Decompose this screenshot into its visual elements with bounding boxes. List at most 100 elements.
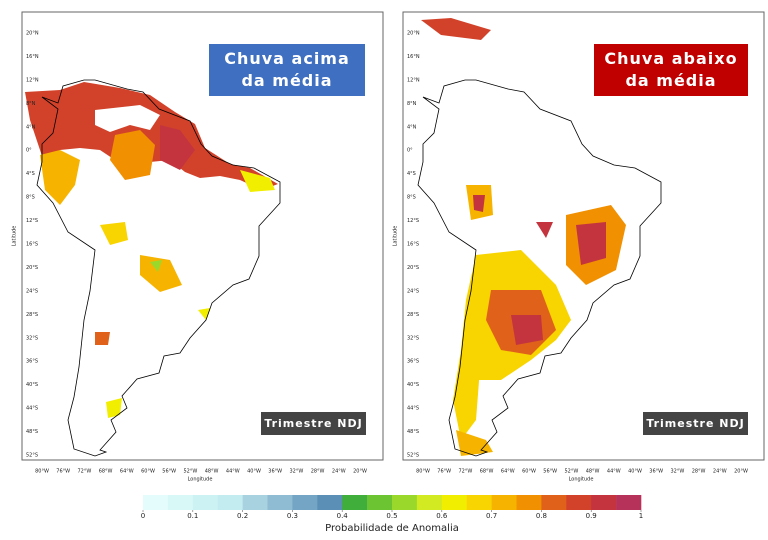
- lon-tick-label: 56°W: [162, 469, 176, 475]
- lat-tick-label: 0°: [407, 148, 413, 154]
- colorbar-tick-label: 0.9: [586, 512, 597, 520]
- lon-tick-label: 36°W: [268, 469, 282, 475]
- lat-tick-label: 4°N: [407, 124, 417, 130]
- colorbar-segment: [516, 495, 542, 510]
- lat-tick-label: 24°S: [407, 288, 419, 294]
- colorbar-label: Probabilidade de Anomalia: [325, 523, 459, 534]
- lon-tick-label: 72°W: [77, 469, 91, 475]
- lat-tick-label: 44°S: [26, 406, 38, 412]
- lat-tick-label: 20°N: [26, 31, 39, 37]
- lon-tick-label: 80°W: [35, 469, 49, 475]
- lon-tick-label: 60°W: [522, 469, 536, 475]
- lon-tick-label: 44°W: [607, 469, 621, 475]
- lat-tick-label: 48°S: [407, 429, 419, 435]
- colorbar-segment: [566, 495, 592, 510]
- lon-tick-label: 28°W: [692, 469, 706, 475]
- colorbar-segment: [616, 495, 642, 510]
- lon-tick-label: 72°W: [458, 469, 472, 475]
- lat-tick-label: 28°S: [26, 312, 38, 318]
- period-label: Trimestre NDJ: [261, 412, 366, 435]
- lon-tick-label: 60°W: [141, 469, 155, 475]
- colorbar-segment: [591, 495, 617, 510]
- lat-tick-label: 32°S: [26, 335, 38, 341]
- lat-tick-label: 36°S: [407, 359, 419, 365]
- period-label: Trimestre NDJ: [643, 412, 748, 435]
- y-axis-label: Latitude: [393, 226, 399, 247]
- lon-tick-label: 32°W: [670, 469, 684, 475]
- lon-tick-label: 68°W: [480, 469, 494, 475]
- colorbar-segment: [441, 495, 467, 510]
- lon-tick-label: 64°W: [501, 469, 515, 475]
- lat-tick-label: 8°S: [26, 195, 35, 201]
- lon-tick-label: 48°W: [586, 469, 600, 475]
- x-axis-label: Longitude: [569, 477, 594, 483]
- lon-tick-label: 36°W: [649, 469, 663, 475]
- colorbar-segment: [317, 495, 343, 510]
- lon-tick-label: 28°W: [311, 469, 325, 475]
- lon-tick-label: 64°W: [120, 469, 134, 475]
- colorbar-tick-label: 0.1: [187, 512, 198, 520]
- colorbar-segment: [416, 495, 443, 510]
- lat-tick-label: 20°N: [407, 31, 420, 37]
- lat-tick-label: 12°N: [26, 77, 39, 83]
- lon-tick-label: 44°W: [226, 469, 240, 475]
- lat-tick-label: 12°S: [407, 218, 419, 224]
- x-axis-label: Longitude: [188, 477, 213, 483]
- colorbar-tick-label: 0.4: [337, 512, 349, 520]
- lon-tick-label: 24°W: [713, 469, 727, 475]
- lat-tick-label: 40°S: [26, 382, 38, 388]
- lat-tick-label: 12°N: [407, 77, 420, 83]
- lat-tick-label: 28°S: [407, 312, 419, 318]
- lon-tick-label: 76°W: [56, 469, 70, 475]
- lat-tick-label: 20°S: [26, 265, 38, 271]
- lat-tick-label: 8°N: [407, 101, 417, 107]
- lat-tick-label: 40°S: [407, 382, 419, 388]
- lat-tick-label: 8°S: [407, 195, 416, 201]
- lon-tick-label: 24°W: [332, 469, 346, 475]
- colorbar-segment: [342, 495, 368, 510]
- lon-tick-label: 20°W: [353, 469, 367, 475]
- lat-tick-label: 4°S: [26, 171, 35, 177]
- lat-tick-label: 20°S: [407, 265, 419, 271]
- colorbar-tick-label: 0.6: [436, 512, 448, 520]
- lon-tick-label: 52°W: [183, 469, 197, 475]
- lat-tick-label: 48°S: [26, 429, 38, 435]
- colorbar-tick-label: 0.7: [486, 512, 497, 520]
- colorbar-segment: [242, 495, 268, 510]
- colorbar-segment: [392, 495, 418, 510]
- lon-tick-label: 52°W: [564, 469, 578, 475]
- colorbar-segment: [167, 495, 194, 510]
- lon-tick-label: 56°W: [543, 469, 557, 475]
- colorbar-tick-label: 0.3: [287, 512, 298, 520]
- y-axis-label: Latitude: [12, 226, 18, 247]
- lon-tick-label: 48°W: [205, 469, 219, 475]
- colorbar-tick-label: 0.8: [536, 512, 547, 520]
- lat-tick-label: 24°S: [26, 288, 38, 294]
- blobs-above: [25, 82, 278, 418]
- lat-tick-label: 52°S: [407, 453, 419, 459]
- lat-tick-label: 12°S: [26, 218, 38, 224]
- blobs-below: [421, 18, 626, 456]
- lat-tick-label: 16°S: [407, 242, 419, 248]
- colorbar-segment: [491, 495, 517, 510]
- colorbar-segment: [143, 495, 169, 510]
- colorbar-segment: [367, 495, 393, 510]
- lat-tick-label: 4°N: [26, 124, 36, 130]
- colorbar-segment: [541, 495, 567, 510]
- colorbar-segment: [192, 495, 218, 510]
- lat-tick-label: 36°S: [26, 359, 38, 365]
- colorbar-segment: [292, 495, 318, 510]
- lon-tick-label: 40°W: [247, 469, 261, 475]
- lat-tick-label: 16°N: [26, 54, 39, 60]
- colorbar-tick-label: 1: [639, 512, 643, 520]
- lat-tick-label: 4°S: [407, 171, 416, 177]
- lat-tick-label: 0°: [26, 148, 32, 154]
- panel-title: Chuva acima da média: [209, 44, 365, 96]
- colorbar-segment: [267, 495, 293, 510]
- lon-tick-label: 76°W: [437, 469, 451, 475]
- lat-tick-label: 16°S: [26, 242, 38, 248]
- lon-tick-label: 80°W: [416, 469, 430, 475]
- lat-tick-label: 16°N: [407, 54, 420, 60]
- colorbar-tick-label: 0.5: [386, 512, 397, 520]
